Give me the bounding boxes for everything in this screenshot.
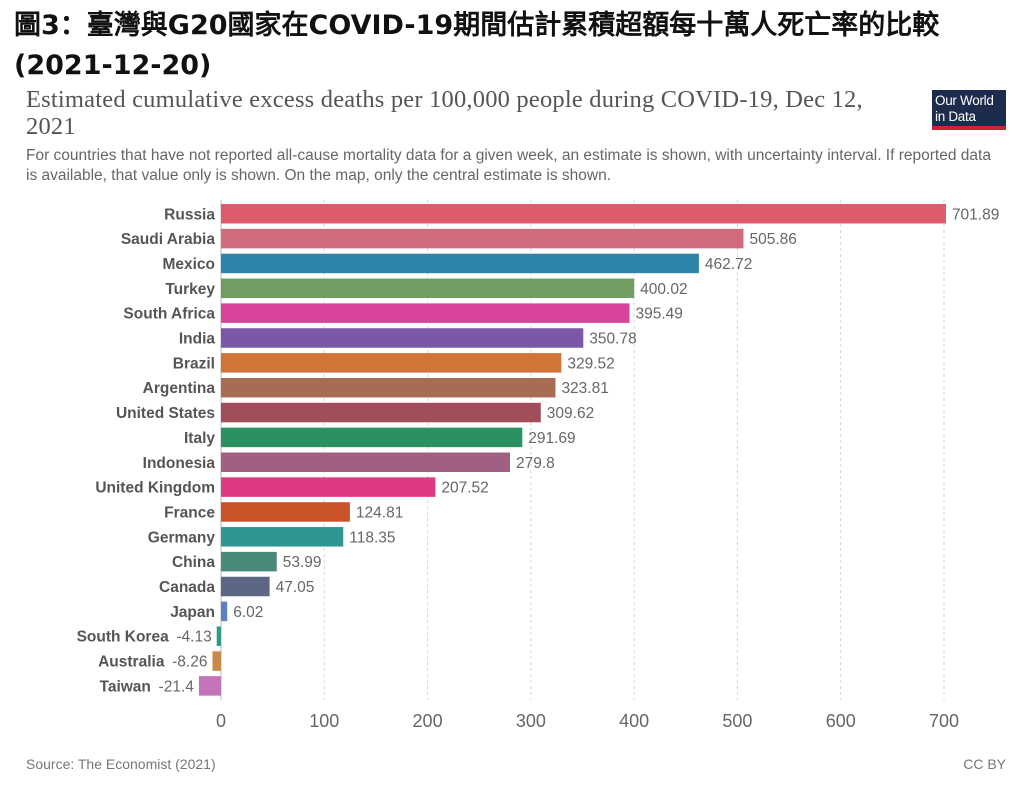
value-label: 329.52 (567, 355, 614, 372)
value-label: 505.86 (749, 231, 796, 248)
bar (221, 551, 277, 572)
category-label: China (172, 554, 215, 571)
bar (221, 527, 344, 547)
value-label: 462.72 (705, 256, 752, 273)
bar (221, 303, 630, 323)
x-tick-label: 400 (619, 711, 649, 731)
owid-logo[interactable]: Our World in Data (932, 90, 1006, 130)
bar (221, 576, 270, 597)
value-label: 53.99 (283, 554, 322, 571)
bar (221, 253, 699, 274)
bar (221, 377, 556, 398)
value-label: 309.62 (547, 405, 594, 422)
value-label: 400.02 (640, 281, 687, 298)
category-label: Canada (159, 579, 215, 596)
bar (221, 402, 541, 423)
x-tick-label: 600 (826, 711, 856, 731)
bar (221, 278, 635, 299)
x-tick-label: 500 (722, 711, 752, 731)
category-label: South Korea (77, 629, 170, 646)
category-label: France (164, 504, 215, 521)
category-label: India (179, 331, 216, 348)
value-label: -8.26 (172, 654, 207, 671)
value-label: 291.69 (528, 430, 575, 447)
category-label: South Africa (123, 306, 215, 323)
x-tick-label: 200 (413, 711, 443, 731)
category-label: Italy (184, 430, 215, 447)
category-label: Saudi Arabia (121, 231, 216, 248)
category-label: Argentina (143, 380, 216, 397)
value-label: 207.52 (441, 480, 488, 497)
value-label: 350.78 (589, 331, 636, 348)
chart-subtitle: For countries that have not reported all… (26, 147, 991, 184)
value-label: 279.8 (516, 455, 555, 472)
category-label: Germany (148, 529, 216, 546)
category-label: Indonesia (143, 455, 216, 472)
headline-line1: 圖3：臺灣與G20國家在COVID-19期間估計累積超額每十萬人死亡率的比較 (14, 10, 940, 41)
bar (221, 452, 510, 472)
x-tick-label: 300 (516, 711, 546, 731)
source-note[interactable]: Source: The Economist (2021) (26, 756, 216, 772)
value-label: -4.13 (176, 629, 211, 646)
chart-title: Estimated cumulative excess deaths per 1… (26, 86, 863, 140)
bar (221, 328, 584, 348)
bar (221, 502, 350, 522)
bar (221, 477, 436, 497)
bar (221, 353, 562, 373)
bar (198, 676, 221, 696)
category-label: Japan (170, 604, 215, 621)
category-label: Brazil (173, 355, 215, 372)
value-label: -21.4 (159, 678, 195, 695)
bar (221, 228, 744, 249)
value-label: 47.05 (276, 579, 315, 596)
headline: 圖3：臺灣與G20國家在COVID-19期間估計累積超額每十萬人死亡率的比較 (… (14, 6, 1014, 86)
category-label: United States (116, 405, 215, 422)
x-tick-label: 700 (929, 711, 959, 731)
value-label: 701.89 (952, 206, 999, 223)
category-label: Australia (98, 654, 165, 671)
value-label: 323.81 (561, 380, 608, 397)
value-label: 395.49 (635, 306, 682, 323)
logo-line2: in Data (935, 109, 976, 124)
x-tick-label: 0 (216, 711, 226, 731)
category-label: Taiwan (100, 678, 151, 695)
bar (221, 601, 228, 622)
value-label: 118.35 (349, 529, 395, 546)
category-label: Mexico (162, 256, 215, 273)
category-label: Russia (164, 206, 215, 223)
license-link[interactable]: CC BY (963, 756, 1006, 772)
category-label: United Kingdom (95, 480, 215, 497)
x-tick-label: 100 (309, 711, 339, 731)
bar (221, 204, 946, 224)
value-label: 124.81 (356, 504, 403, 521)
bar (221, 427, 523, 448)
category-label: Turkey (165, 281, 215, 298)
value-label: 6.02 (233, 604, 263, 621)
bar (212, 651, 221, 671)
headline-line2: (2021-12-20) (14, 50, 212, 81)
logo-line1: Our World (935, 93, 994, 108)
bar (216, 626, 221, 646)
